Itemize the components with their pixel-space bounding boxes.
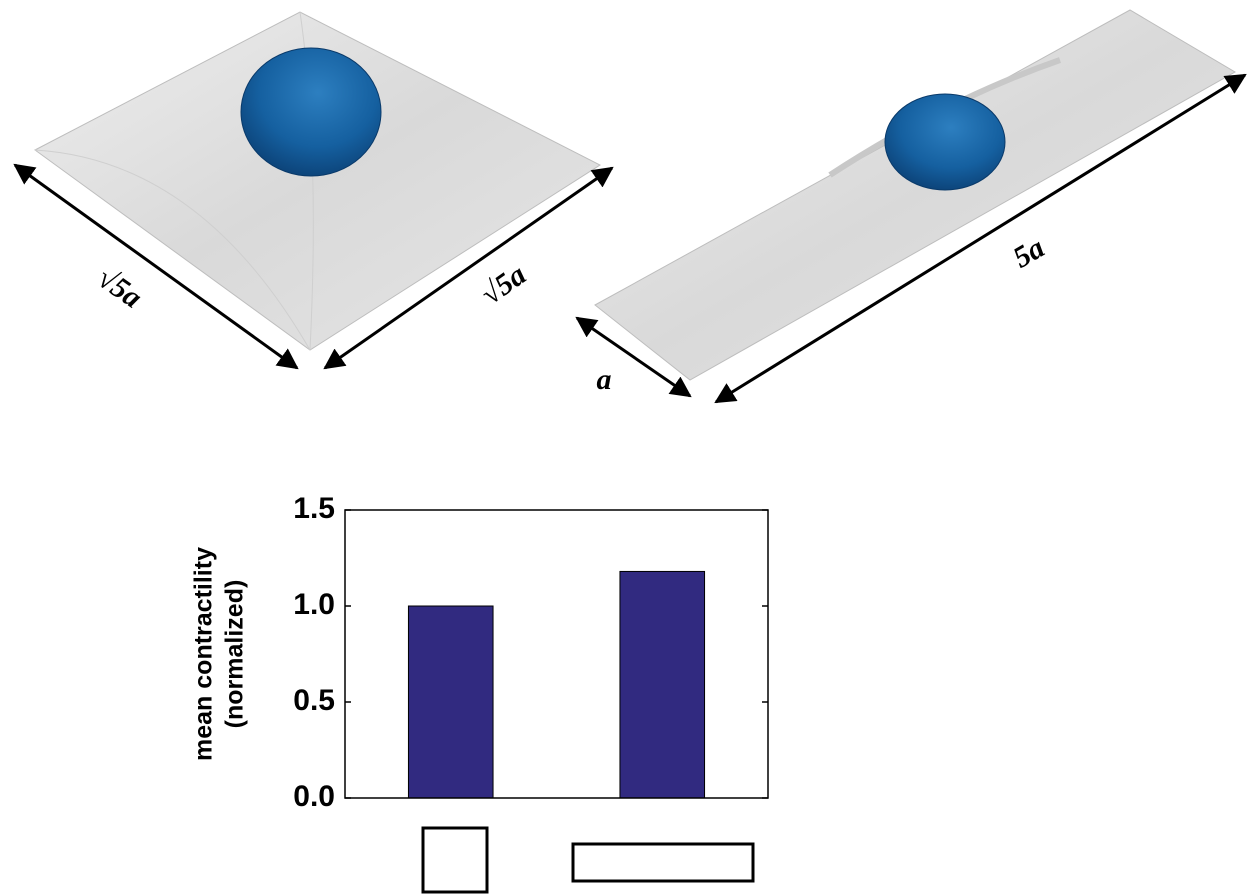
category-icon-square [423, 828, 487, 892]
category-icon-rectangle [573, 844, 753, 881]
square-illustration: √5a √5a [15, 12, 612, 368]
y-axis-label: (normalized) [221, 580, 249, 729]
cell [885, 94, 1005, 190]
strip-sheet [595, 10, 1235, 380]
dimension-label: √5a [91, 261, 148, 315]
y-tick-label: 0.5 [293, 684, 335, 717]
y-tick-label: 0.0 [293, 780, 335, 813]
cell [241, 48, 381, 176]
dimension-label: a [597, 363, 612, 396]
figure: √5a √5a a 5a mean contractility (normali… [0, 0, 1249, 894]
dimension-label: √5a [475, 258, 532, 312]
bar [408, 606, 493, 798]
dimension-label: 5a [1007, 231, 1049, 275]
strip-illustration: a 5a [577, 10, 1245, 402]
bar [620, 571, 705, 798]
y-tick-label: 1.0 [293, 588, 335, 621]
y-axis-label: mean contractility [190, 547, 218, 761]
y-tick-label: 1.5 [293, 492, 335, 525]
